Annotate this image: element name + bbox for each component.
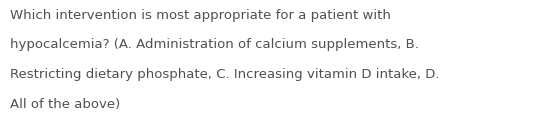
Text: Restricting dietary phosphate, C. Increasing vitamin D intake, D.: Restricting dietary phosphate, C. Increa…: [10, 68, 440, 81]
Text: Which intervention is most appropriate for a patient with: Which intervention is most appropriate f…: [10, 9, 391, 22]
Text: hypocalcemia? (A. Administration of calcium supplements, B.: hypocalcemia? (A. Administration of calc…: [10, 38, 419, 51]
Text: All of the above): All of the above): [10, 98, 121, 111]
